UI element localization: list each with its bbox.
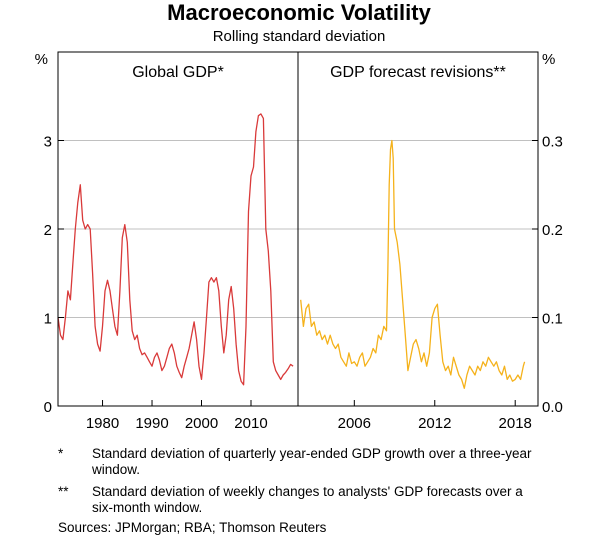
footnote-1-marker: * [58,446,64,461]
x-tick-label-2-1: 2012 [418,415,451,432]
chart-subtitle: Rolling standard deviation [212,28,386,45]
footnote-2-marker: ** [58,484,69,499]
chart-title: Macroeconomic Volatility [167,0,431,25]
y-unit-right: % [542,51,555,68]
y-tick-label-right-3: 0.3 [542,134,563,151]
global-gdp-line [57,113,294,386]
sources-note: Sources: JPMorgan; RBA; Thomson Reuters [58,520,327,535]
y-tick-label-right-1: 0.1 [542,311,563,328]
y-tick-label-right-2: 0.2 [542,222,563,239]
footnote-2-text: Standard deviation of weekly changes to … [92,484,523,515]
gdp-forecast-revisions-line [300,139,526,389]
x-tick-label-1-3: 2010 [234,415,267,432]
y-tick-label-left-3: 3 [44,134,52,151]
x-tick-label-1-1: 1990 [135,415,168,432]
y-tick-label-right-0: 0.0 [542,399,563,416]
x-tick-label-2-2: 2018 [499,415,532,432]
chart-area: 1980 1990 2000 2010 0 1 2 3% Global GDP* 2006 2012… [35,51,563,432]
x-tick-label-2-0: 2006 [338,415,371,432]
y-tick-label-left-2: 2 [44,222,52,239]
y-unit-left: % [35,51,48,68]
y-tick-label-left-1: 1 [44,311,52,328]
x-tick-label-1-2: 2000 [185,415,218,432]
x-tick-label-1-0: 1980 [86,415,119,432]
panel-title-2: GDP forecast revisions** [330,64,506,81]
footnote-1-text: Standard deviation of quarterly year-end… [92,446,532,477]
y-tick-label-left-0: 0 [44,399,52,416]
panel-title-1: Global GDP* [132,64,224,81]
